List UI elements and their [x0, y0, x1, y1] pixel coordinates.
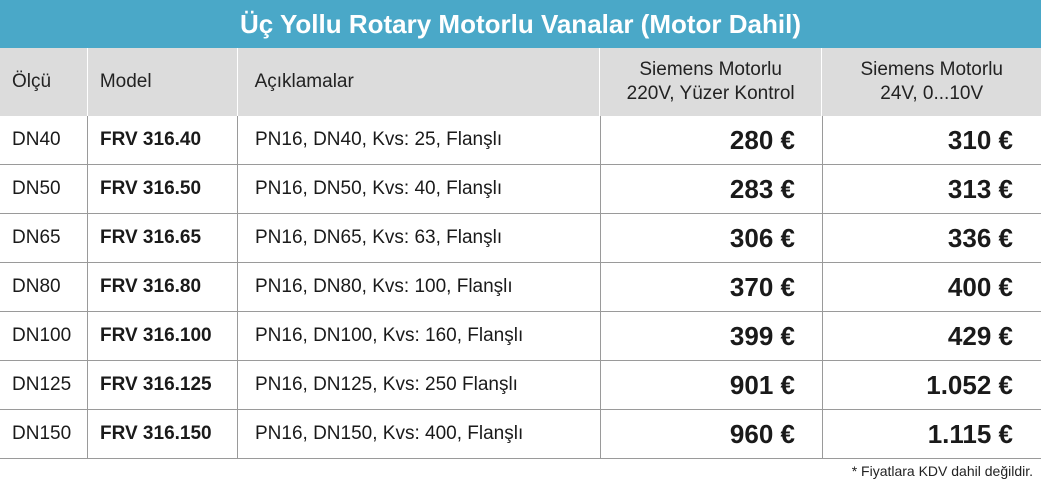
row-price-220v: 370 €: [600, 263, 822, 311]
row-model: FRV 316.150: [87, 410, 237, 458]
row-price-24v: 1.115 €: [822, 410, 1041, 458]
row-size: DN65: [12, 227, 61, 248]
row-price-24v: 400 €: [822, 263, 1041, 311]
row-size: DN125: [12, 374, 72, 395]
header-price-24v-line2: 24V, 0...10V: [880, 83, 984, 104]
row-price-220v: 283 €: [600, 165, 822, 213]
table-row: DN125 FRV 316.125 PN16, DN125, Kvs: 250 …: [0, 361, 1041, 410]
header-description: Açıklamalar: [236, 48, 599, 116]
header-price-24v: Siemens Motorlu 24V, 0...10V: [821, 48, 1041, 116]
header-size: Ölçü: [12, 71, 52, 92]
row-price-24v: 310 €: [822, 116, 1041, 164]
row-size: DN50: [12, 178, 61, 199]
row-size: DN150: [12, 423, 72, 444]
row-size: DN100: [12, 325, 72, 346]
row-description: PN16, DN40, Kvs: 25, Flanşlı: [237, 116, 600, 164]
row-price-220v: 901 €: [600, 361, 822, 409]
table-row: DN80 FRV 316.80 PN16, DN80, Kvs: 100, Fl…: [0, 263, 1041, 312]
table-title: Üç Yollu Rotary Motorlu Vanalar (Motor D…: [0, 0, 1041, 48]
table-header: Ölçü Model Açıklamalar Siemens Motorlu 2…: [0, 48, 1041, 116]
row-model: FRV 316.40: [87, 116, 237, 164]
row-price-220v: 280 €: [600, 116, 822, 164]
row-description: PN16, DN150, Kvs: 400, Flanşlı: [237, 410, 600, 458]
table-body: DN40 FRV 316.40 PN16, DN40, Kvs: 25, Fla…: [0, 116, 1041, 459]
row-size: DN80: [12, 276, 61, 297]
row-price-220v: 399 €: [600, 312, 822, 360]
table-row: DN50 FRV 316.50 PN16, DN50, Kvs: 40, Fla…: [0, 165, 1041, 214]
table-row: DN65 FRV 316.65 PN16, DN65, Kvs: 63, Fla…: [0, 214, 1041, 263]
row-model: FRV 316.100: [87, 312, 237, 360]
row-model: FRV 316.125: [87, 361, 237, 409]
header-model: Model: [86, 48, 237, 116]
row-description: PN16, DN100, Kvs: 160, Flanşlı: [237, 312, 600, 360]
row-price-24v: 336 €: [822, 214, 1041, 262]
row-description: PN16, DN65, Kvs: 63, Flanşlı: [237, 214, 600, 262]
row-description: PN16, DN80, Kvs: 100, Flanşlı: [237, 263, 600, 311]
row-price-24v: 1.052 €: [822, 361, 1041, 409]
table-row: DN40 FRV 316.40 PN16, DN40, Kvs: 25, Fla…: [0, 116, 1041, 165]
row-size: DN40: [12, 129, 61, 150]
row-price-24v: 429 €: [822, 312, 1041, 360]
header-price-24v-line1: Siemens Motorlu: [860, 59, 1003, 80]
row-model: FRV 316.50: [87, 165, 237, 213]
row-price-220v: 960 €: [600, 410, 822, 458]
row-model: FRV 316.80: [87, 263, 237, 311]
row-description: PN16, DN50, Kvs: 40, Flanşlı: [237, 165, 600, 213]
header-price-220v-line2: 220V, Yüzer Kontrol: [626, 83, 795, 104]
row-description: PN16, DN125, Kvs: 250 Flanşlı: [237, 361, 600, 409]
footnote: * Fiyatlara KDV dahil değildir.: [851, 463, 1033, 479]
table-row: DN100 FRV 316.100 PN16, DN100, Kvs: 160,…: [0, 312, 1041, 361]
row-price-24v: 313 €: [822, 165, 1041, 213]
row-price-220v: 306 €: [600, 214, 822, 262]
header-price-220v: Siemens Motorlu 220V, Yüzer Kontrol: [598, 48, 822, 116]
row-model: FRV 316.65: [87, 214, 237, 262]
table-row: DN150 FRV 316.150 PN16, DN150, Kvs: 400,…: [0, 410, 1041, 459]
header-price-220v-line1: Siemens Motorlu: [639, 59, 782, 80]
